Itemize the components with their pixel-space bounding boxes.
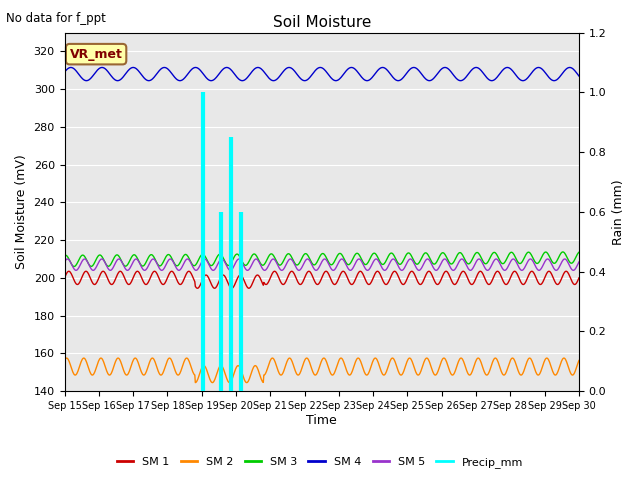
Text: VR_met: VR_met [70,48,122,60]
Y-axis label: Rain (mm): Rain (mm) [612,179,625,245]
Legend: SM 1, SM 2, SM 3, SM 4, SM 5, Precip_mm: SM 1, SM 2, SM 3, SM 4, SM 5, Precip_mm [112,452,528,472]
X-axis label: Time: Time [307,414,337,427]
Text: No data for f_ppt: No data for f_ppt [6,12,106,25]
Title: Soil Moisture: Soil Moisture [273,15,371,30]
Y-axis label: Soil Moisture (mV): Soil Moisture (mV) [15,155,28,269]
